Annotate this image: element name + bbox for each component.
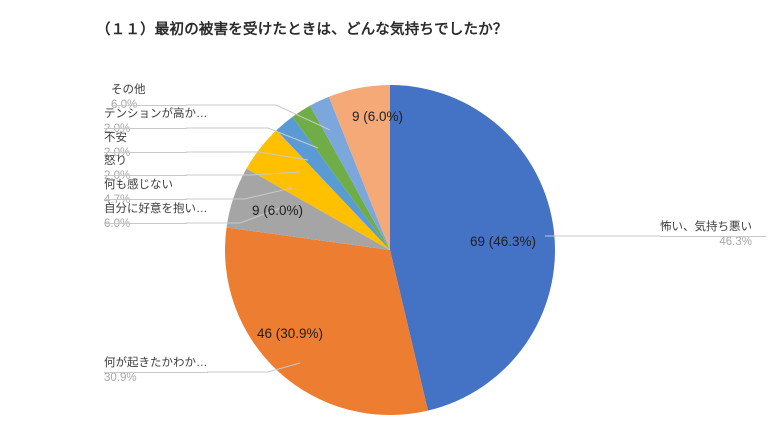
- callout-nanigaokita: 何が起きたかわか… 30.9%: [104, 357, 208, 384]
- data-label-jibunnikoui: 9 (6.0%): [252, 203, 304, 218]
- leader-line-sonota: [186, 104, 331, 131]
- callout-kowai-category: 怖い、気持ち悪い: [660, 221, 752, 233]
- leader-line-jibun: [186, 205, 287, 224]
- callout-ikari-category: 怒り: [104, 155, 127, 167]
- pie-slice-jibunnikoui[interactable]: [226, 168, 390, 250]
- leader-line-ikari: [186, 171, 301, 176]
- pie-slice-fuan[interactable]: [292, 105, 390, 251]
- callout-nanigaokita-percent: 30.9%: [104, 371, 137, 384]
- callout-sonota-percent: 6.0%: [111, 98, 138, 111]
- leader-line-nanimo: [186, 187, 293, 200]
- callout-fuan-rule: [104, 152, 187, 153]
- callout-tension-rule: [104, 128, 187, 129]
- callout-kowai-rule: [660, 236, 766, 237]
- callout-sonota: その他 6.0%: [111, 84, 146, 111]
- callout-kowai: 怖い、気持ち悪い 46.3%: [660, 221, 752, 248]
- leader-lines: [186, 104, 660, 373]
- chart-title: （１１）最初の被害を受けたときは、どんな気持ちでしたか？: [96, 22, 508, 38]
- callout-sonota-category: その他: [111, 84, 146, 96]
- callout-nanigaokita-category: 何が起きたかわか…: [104, 357, 208, 369]
- callout-sonota-rule: [111, 105, 187, 106]
- pie-slice-kowai[interactable]: [390, 85, 555, 411]
- pie-slice-ikari[interactable]: [276, 116, 390, 250]
- pie-slice-tension[interactable]: [310, 96, 390, 251]
- callout-jibunnikoui-category: 自分に好意を抱い…: [104, 203, 208, 215]
- leader-line-fuan: [186, 151, 309, 161]
- pie-slice-sonota[interactable]: [328, 85, 390, 250]
- pie-slice-nanimokanjinai[interactable]: [246, 130, 390, 250]
- callout-nanigaokita-rule: [104, 372, 208, 373]
- callout-kowai-percent: 46.3%: [719, 235, 752, 248]
- pie-slice-nanigaokita[interactable]: [225, 227, 428, 415]
- data-label-nanigaokita: 46 (30.9%): [257, 326, 324, 341]
- pie-slices: [225, 85, 555, 415]
- callout-tension-category: テンションが高か…: [104, 108, 208, 120]
- callout-fuan-category: 不安: [104, 132, 127, 144]
- data-label-kowai: 69 (46.3%): [470, 234, 537, 249]
- callout-nanimokanjinai-category: 何も感じない: [104, 179, 173, 191]
- callout-nanimokanjinai-rule: [104, 199, 187, 200]
- leader-line-tension: [186, 127, 319, 149]
- data-label-sonota: 9 (6.0%): [352, 109, 404, 124]
- callout-jibunnikoui: 自分に好意を抱い… 6.0%: [104, 203, 208, 230]
- callout-jibunnikoui-rule: [104, 223, 187, 224]
- leader-line-nanigaokita: [207, 362, 301, 373]
- callout-ikari-rule: [104, 175, 187, 176]
